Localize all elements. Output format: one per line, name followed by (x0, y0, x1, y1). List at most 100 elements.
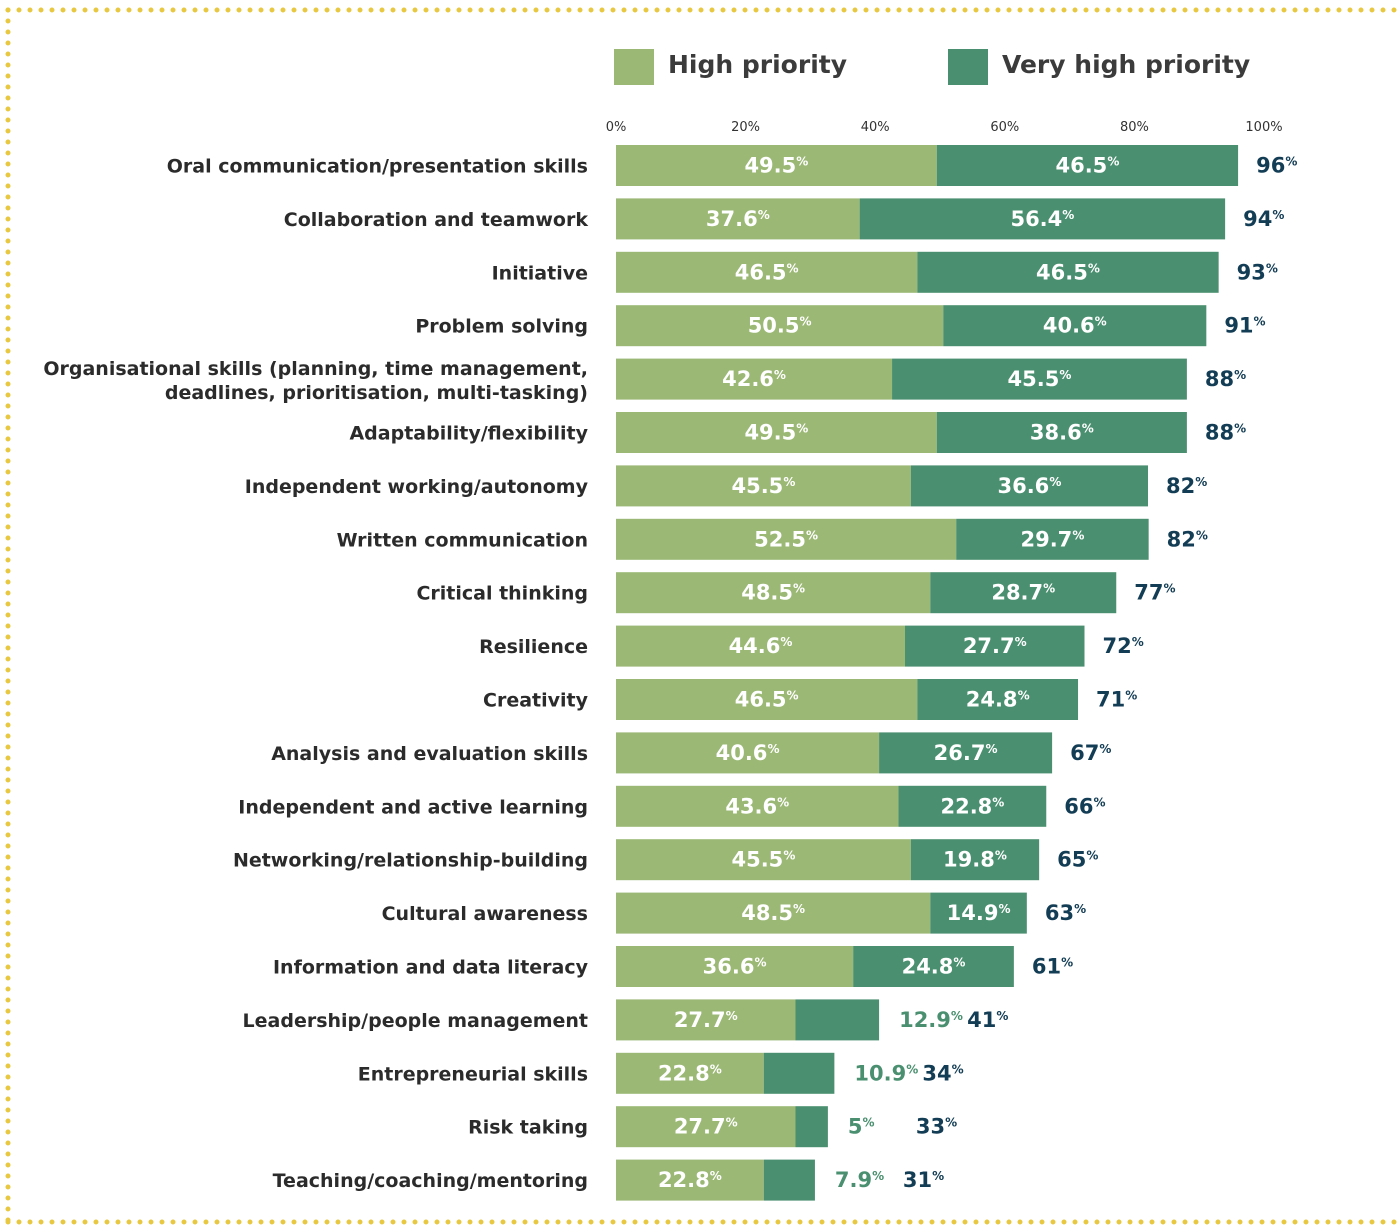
category-label: Networking/relationship-building (233, 850, 588, 872)
value-label-very-high-priority: 5% (848, 1115, 875, 1139)
total-label: 63% (1045, 901, 1086, 925)
legend-label-very-high-priority: Very high priority (1002, 50, 1251, 79)
category-label: Creativity (483, 690, 589, 712)
category-label: Information and data literacy (273, 957, 589, 979)
bar-high-priority (616, 358, 893, 400)
value-label-very-high-priority: 24.8% (966, 688, 1030, 712)
category-label: Organisational skills (planning, time ma… (43, 358, 588, 404)
total-label: 91% (1224, 314, 1265, 338)
bar-high-priority (616, 679, 918, 720)
bar-high-priority (616, 518, 957, 560)
bar-high-priority (616, 946, 854, 987)
bar-very-high-priority (930, 572, 1117, 614)
bar-very-high-priority (898, 785, 1047, 827)
total-label: 66% (1064, 794, 1105, 818)
bar-high-priority (616, 892, 931, 934)
bar-very-high-priority (910, 839, 1040, 881)
bar-very-high-priority (917, 251, 1219, 293)
category-label: Problem solving (415, 316, 588, 338)
bar-high-priority (616, 1052, 764, 1094)
value-label-high-priority: 46.5% (735, 688, 799, 712)
total-label: 72% (1103, 634, 1144, 658)
bar-high-priority (616, 305, 944, 347)
bar-high-priority (616, 465, 911, 507)
total-label: 94% (1243, 207, 1284, 231)
x-tick-label: 60% (990, 120, 1019, 135)
bar-very-high-priority (943, 305, 1207, 347)
x-tick-label: 40% (861, 120, 890, 135)
category-label: Resilience (479, 636, 588, 658)
category-label: Independent and active learning (238, 796, 588, 818)
category-label: Cultural awareness (382, 903, 588, 925)
bar-high-priority (616, 572, 931, 614)
total-label: 31% (903, 1168, 944, 1192)
category-label: Independent working/autonomy (245, 476, 589, 498)
bar-high-priority (616, 625, 906, 667)
total-label: 61% (1032, 955, 1073, 979)
category-label: Initiative (492, 262, 588, 284)
value-label-very-high-priority: 24.8% (902, 955, 966, 979)
total-label: 41% (967, 1008, 1008, 1032)
bar-very-high-priority (859, 198, 1226, 240)
total-label: 34% (922, 1061, 963, 1085)
bar-high-priority (616, 251, 918, 293)
total-label: 82% (1166, 474, 1207, 498)
value-label-very-high-priority: 10.9% (854, 1061, 918, 1085)
bar-very-high-priority (853, 946, 1014, 987)
category-label: Entrepreneurial skills (358, 1063, 588, 1085)
bar-very-high-priority (956, 518, 1149, 560)
value-label-high-priority: 27.7% (674, 1115, 738, 1139)
legend-swatch-high-priority (614, 49, 654, 85)
total-label: 82% (1167, 527, 1208, 551)
category-label: Leadership/people management (243, 1010, 588, 1032)
bar-very-high-priority (936, 145, 1239, 186)
total-label: 88% (1205, 421, 1246, 445)
value-label-very-high-priority: 40.6% (1043, 314, 1107, 338)
bar-very-high-priority (763, 1052, 835, 1094)
bar-very-high-priority (795, 1106, 828, 1148)
bar-high-priority (616, 412, 937, 453)
bar-high-priority (616, 145, 937, 186)
bar-very-high-priority (905, 625, 1085, 667)
legend-label-high-priority: High priority (668, 50, 848, 79)
bar-high-priority (616, 839, 911, 881)
bar-high-priority (616, 732, 880, 774)
total-label: 77% (1134, 581, 1175, 605)
category-label: Teaching/coaching/mentoring (273, 1170, 588, 1192)
category-label: Adaptability/flexibility (349, 423, 588, 445)
value-label-high-priority: 45.5% (731, 474, 795, 498)
bar-high-priority (616, 785, 899, 827)
bar-high-priority (616, 198, 860, 240)
total-label: 67% (1070, 741, 1111, 765)
category-label: Collaboration and teamwork (284, 209, 589, 231)
legend-swatch-very-high-priority (948, 49, 988, 85)
category-label: Written communication (337, 529, 588, 551)
total-label: 96% (1256, 154, 1297, 178)
category-label: Critical thinking (416, 583, 588, 605)
value-label-very-high-priority: 7.9% (835, 1168, 884, 1192)
bar-very-high-priority (930, 892, 1027, 934)
x-tick-label: 20% (731, 120, 760, 135)
total-label: 93% (1237, 260, 1278, 284)
bar-high-priority (616, 999, 796, 1041)
bar-very-high-priority (910, 465, 1149, 507)
x-tick-label: 80% (1120, 120, 1149, 135)
bar-very-high-priority (917, 679, 1079, 720)
bar-very-high-priority (763, 1159, 815, 1201)
x-tick-label: 100% (1245, 120, 1282, 135)
bar-very-high-priority (936, 412, 1187, 453)
total-label: 33% (916, 1115, 957, 1139)
bar-very-high-priority (892, 358, 1187, 400)
value-label-high-priority: 45.5% (731, 848, 795, 872)
category-label: Analysis and evaluation skills (271, 743, 588, 765)
value-label-very-high-priority: 12.9% (899, 1008, 963, 1032)
category-label: Risk taking (468, 1117, 588, 1139)
x-tick-label: 0% (606, 120, 627, 135)
total-label: 71% (1096, 688, 1137, 712)
bar-high-priority (616, 1106, 796, 1148)
total-label: 88% (1205, 367, 1246, 391)
value-label-very-high-priority: 27.7% (963, 634, 1027, 658)
bar-very-high-priority (795, 999, 880, 1041)
